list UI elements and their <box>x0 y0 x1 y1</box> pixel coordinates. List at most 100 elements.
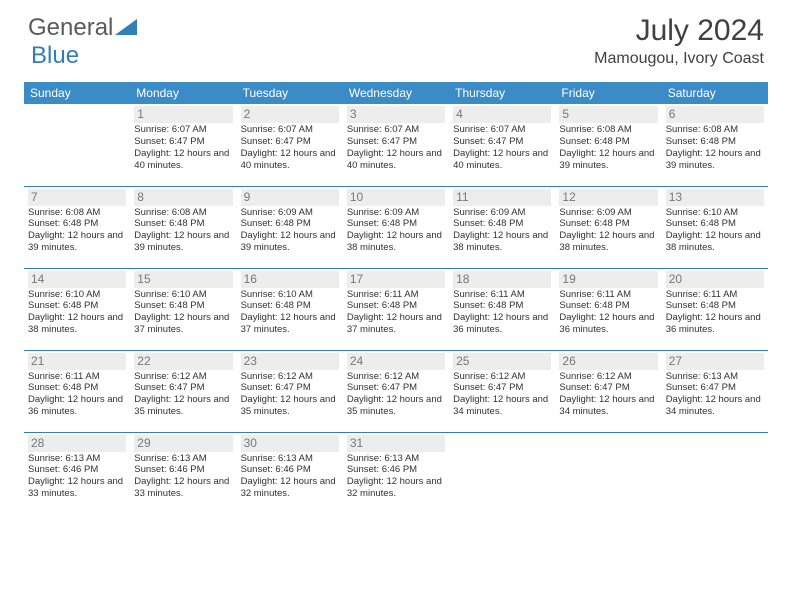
daylight-text: Daylight: 12 hours and 36 minutes. <box>559 312 657 336</box>
weekday-row: SundayMondayTuesdayWednesdayThursdayFrid… <box>24 82 768 104</box>
day-number: 27 <box>666 353 764 370</box>
day-detail: Sunrise: 6:09 AMSunset: 6:48 PMDaylight:… <box>241 207 339 255</box>
daylight-text: Daylight: 12 hours and 32 minutes. <box>347 476 445 500</box>
sunset-text: Sunset: 6:47 PM <box>347 382 445 394</box>
day-cell: 9Sunrise: 6:09 AMSunset: 6:48 PMDaylight… <box>237 186 343 268</box>
day-number: 7 <box>28 189 126 206</box>
day-number: 11 <box>453 189 551 206</box>
day-detail: Sunrise: 6:13 AMSunset: 6:46 PMDaylight:… <box>347 453 445 501</box>
day-cell: 21Sunrise: 6:11 AMSunset: 6:48 PMDayligh… <box>24 350 130 432</box>
day-cell: 23Sunrise: 6:12 AMSunset: 6:47 PMDayligh… <box>237 350 343 432</box>
logo-text-2: Blue <box>31 42 79 70</box>
day-cell: 15Sunrise: 6:10 AMSunset: 6:48 PMDayligh… <box>130 268 236 350</box>
day-detail: Sunrise: 6:12 AMSunset: 6:47 PMDaylight:… <box>347 371 445 419</box>
day-number: 26 <box>559 353 657 370</box>
daylight-text: Daylight: 12 hours and 40 minutes. <box>134 148 232 172</box>
sunrise-text: Sunrise: 6:09 AM <box>453 207 551 219</box>
sunset-text: Sunset: 6:47 PM <box>241 382 339 394</box>
daylight-text: Daylight: 12 hours and 35 minutes. <box>134 394 232 418</box>
sunset-text: Sunset: 6:47 PM <box>134 136 232 148</box>
day-detail: Sunrise: 6:07 AMSunset: 6:47 PMDaylight:… <box>347 124 445 172</box>
day-number: 28 <box>28 435 126 452</box>
sunrise-text: Sunrise: 6:13 AM <box>666 371 764 383</box>
sunset-text: Sunset: 6:46 PM <box>134 464 232 476</box>
daylight-text: Daylight: 12 hours and 36 minutes. <box>28 394 126 418</box>
sunrise-text: Sunrise: 6:07 AM <box>453 124 551 136</box>
sunrise-text: Sunrise: 6:08 AM <box>559 124 657 136</box>
logo: General <box>28 14 137 42</box>
day-number: 9 <box>241 189 339 206</box>
sunset-text: Sunset: 6:46 PM <box>28 464 126 476</box>
day-detail: Sunrise: 6:12 AMSunset: 6:47 PMDaylight:… <box>134 371 232 419</box>
day-detail: Sunrise: 6:13 AMSunset: 6:46 PMDaylight:… <box>134 453 232 501</box>
daylight-text: Daylight: 12 hours and 37 minutes. <box>241 312 339 336</box>
weekday-header: Wednesday <box>343 82 449 104</box>
day-number: 12 <box>559 189 657 206</box>
sunset-text: Sunset: 6:48 PM <box>666 218 764 230</box>
day-cell: 30Sunrise: 6:13 AMSunset: 6:46 PMDayligh… <box>237 432 343 514</box>
day-number: 24 <box>347 353 445 370</box>
sunset-text: Sunset: 6:48 PM <box>453 218 551 230</box>
day-number: 4 <box>453 106 551 123</box>
day-number: 17 <box>347 271 445 288</box>
day-number: 6 <box>666 106 764 123</box>
daylight-text: Daylight: 12 hours and 38 minutes. <box>453 230 551 254</box>
day-number: 5 <box>559 106 657 123</box>
day-cell: 6Sunrise: 6:08 AMSunset: 6:48 PMDaylight… <box>662 104 768 186</box>
weekday-header: Thursday <box>449 82 555 104</box>
week-row: 1Sunrise: 6:07 AMSunset: 6:47 PMDaylight… <box>24 104 768 186</box>
page-header: General July 2024 Mamougou, Ivory Coast <box>0 0 792 74</box>
day-cell <box>449 432 555 514</box>
sunrise-text: Sunrise: 6:11 AM <box>28 371 126 383</box>
day-detail: Sunrise: 6:12 AMSunset: 6:47 PMDaylight:… <box>559 371 657 419</box>
sunrise-text: Sunrise: 6:13 AM <box>134 453 232 465</box>
sunrise-text: Sunrise: 6:11 AM <box>666 289 764 301</box>
day-detail: Sunrise: 6:07 AMSunset: 6:47 PMDaylight:… <box>241 124 339 172</box>
daylight-text: Daylight: 12 hours and 39 minutes. <box>666 148 764 172</box>
logo-triangle-icon <box>115 19 137 35</box>
week-row: 21Sunrise: 6:11 AMSunset: 6:48 PMDayligh… <box>24 350 768 432</box>
daylight-text: Daylight: 12 hours and 40 minutes. <box>241 148 339 172</box>
sunrise-text: Sunrise: 6:13 AM <box>28 453 126 465</box>
sunrise-text: Sunrise: 6:09 AM <box>559 207 657 219</box>
day-detail: Sunrise: 6:11 AMSunset: 6:48 PMDaylight:… <box>559 289 657 337</box>
sunrise-text: Sunrise: 6:10 AM <box>666 207 764 219</box>
day-cell: 25Sunrise: 6:12 AMSunset: 6:47 PMDayligh… <box>449 350 555 432</box>
day-number: 18 <box>453 271 551 288</box>
title-block: July 2024 Mamougou, Ivory Coast <box>594 14 764 68</box>
weekday-header: Tuesday <box>237 82 343 104</box>
day-detail: Sunrise: 6:10 AMSunset: 6:48 PMDaylight:… <box>134 289 232 337</box>
day-number: 2 <box>241 106 339 123</box>
day-cell: 3Sunrise: 6:07 AMSunset: 6:47 PMDaylight… <box>343 104 449 186</box>
sunset-text: Sunset: 6:48 PM <box>559 300 657 312</box>
daylight-text: Daylight: 12 hours and 32 minutes. <box>241 476 339 500</box>
day-detail: Sunrise: 6:07 AMSunset: 6:47 PMDaylight:… <box>134 124 232 172</box>
day-detail: Sunrise: 6:12 AMSunset: 6:47 PMDaylight:… <box>453 371 551 419</box>
sunrise-text: Sunrise: 6:08 AM <box>666 124 764 136</box>
daylight-text: Daylight: 12 hours and 39 minutes. <box>28 230 126 254</box>
daylight-text: Daylight: 12 hours and 40 minutes. <box>347 148 445 172</box>
daylight-text: Daylight: 12 hours and 38 minutes. <box>559 230 657 254</box>
day-detail: Sunrise: 6:08 AMSunset: 6:48 PMDaylight:… <box>28 207 126 255</box>
sunset-text: Sunset: 6:48 PM <box>28 300 126 312</box>
day-number: 10 <box>347 189 445 206</box>
day-number: 16 <box>241 271 339 288</box>
day-number: 3 <box>347 106 445 123</box>
week-row: 28Sunrise: 6:13 AMSunset: 6:46 PMDayligh… <box>24 432 768 514</box>
sunrise-text: Sunrise: 6:10 AM <box>28 289 126 301</box>
sunset-text: Sunset: 6:48 PM <box>241 218 339 230</box>
sunset-text: Sunset: 6:48 PM <box>134 300 232 312</box>
sunrise-text: Sunrise: 6:11 AM <box>453 289 551 301</box>
day-detail: Sunrise: 6:11 AMSunset: 6:48 PMDaylight:… <box>453 289 551 337</box>
sunrise-text: Sunrise: 6:12 AM <box>453 371 551 383</box>
sunrise-text: Sunrise: 6:13 AM <box>347 453 445 465</box>
sunset-text: Sunset: 6:46 PM <box>347 464 445 476</box>
day-cell <box>555 432 661 514</box>
day-cell: 31Sunrise: 6:13 AMSunset: 6:46 PMDayligh… <box>343 432 449 514</box>
daylight-text: Daylight: 12 hours and 35 minutes. <box>241 394 339 418</box>
sunrise-text: Sunrise: 6:07 AM <box>347 124 445 136</box>
day-detail: Sunrise: 6:07 AMSunset: 6:47 PMDaylight:… <box>453 124 551 172</box>
week-row: 7Sunrise: 6:08 AMSunset: 6:48 PMDaylight… <box>24 186 768 268</box>
sunrise-text: Sunrise: 6:09 AM <box>241 207 339 219</box>
day-cell: 27Sunrise: 6:13 AMSunset: 6:47 PMDayligh… <box>662 350 768 432</box>
